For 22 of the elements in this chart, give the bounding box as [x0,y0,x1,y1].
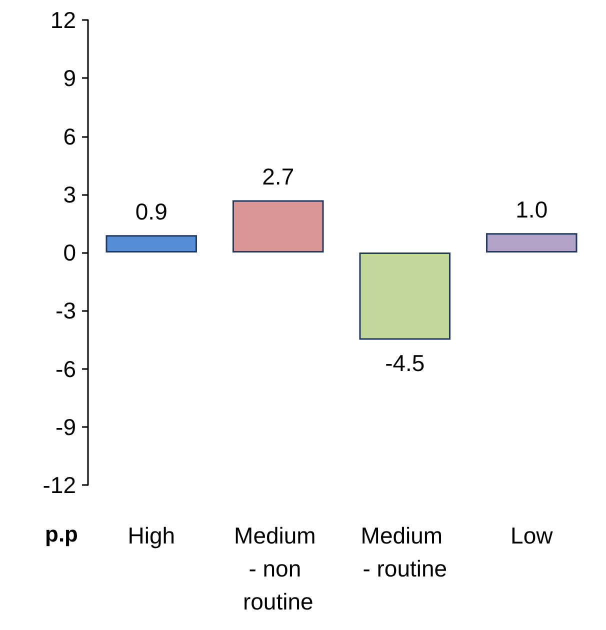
y-tick-label: -12 [42,472,76,498]
bar [359,252,451,340]
y-tick-label: 9 [63,65,76,92]
y-tick-label: -6 [56,356,76,382]
data-label: 0.9 [135,198,168,225]
data-label: 2.7 [262,164,294,190]
data-label: -4.5 [385,350,425,376]
y-axis-title: p.p [45,522,78,546]
y-tick-label: -3 [56,298,76,324]
y-tick-label: 3 [63,181,76,208]
bar [106,235,198,252]
y-tick-label: 0 [63,240,76,266]
y-tick-label: 12 [50,7,76,33]
x-tick-label: Medium - routine [360,522,449,582]
x-tick-label: Medium - non routine [234,522,322,614]
x-tick-label: Low [510,522,554,548]
data-label: 1.0 [516,196,548,223]
y-tick-label: -9 [56,414,76,440]
y-tick-label: 6 [63,123,76,150]
bar [232,200,324,252]
bar [486,233,578,252]
x-tick-label: High [128,522,176,548]
